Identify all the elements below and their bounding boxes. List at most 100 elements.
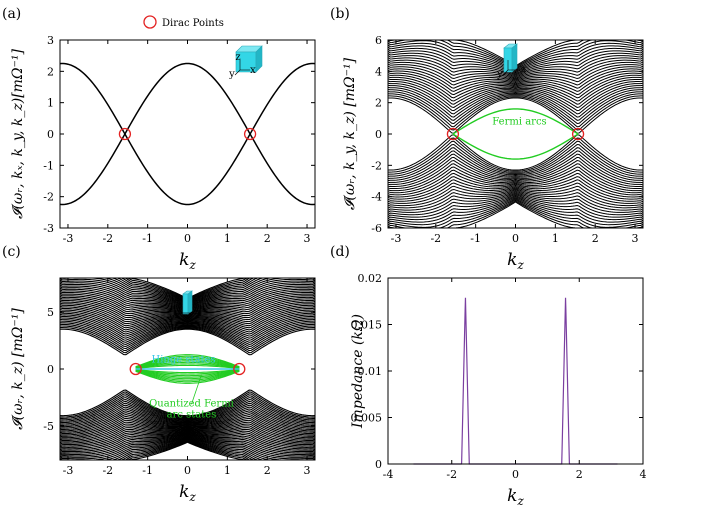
y-axis-title: 𝓘(ωᵣ, k_y, k_z) [mΩ⁻¹] (342, 57, 358, 210)
bulk-band-line (60, 406, 315, 429)
bulk-band-line (60, 427, 315, 445)
inset-axis-x: x (196, 308, 202, 319)
bulk-band-line (388, 201, 643, 228)
x-tick-label: 0 (512, 232, 519, 245)
bulk-band-line (388, 76, 643, 102)
inset-axis-x: x (250, 65, 256, 76)
x-tick-label: -3 (391, 232, 402, 245)
bulk-band-line (388, 52, 643, 76)
y-tick-label: 2 (375, 97, 382, 110)
x-tick-label: 2 (264, 464, 271, 477)
bulk-band-line (388, 84, 643, 115)
bulk-band-line (60, 433, 315, 455)
x-tick-label: 0 (512, 468, 519, 481)
x-tick-label: -1 (142, 232, 153, 245)
x-tick-label: -4 (383, 468, 394, 481)
inset-axis-y: y (228, 69, 235, 80)
bulk-band-line (60, 421, 315, 441)
plot-frame (387, 277, 644, 465)
bulk-band-line (60, 423, 315, 442)
annotation-pointer (191, 374, 202, 405)
inset-axis-x: x (521, 64, 527, 75)
bulk-band-line (388, 198, 643, 228)
bulk-band-line (388, 63, 643, 83)
bulk-band-line (388, 185, 643, 205)
bulk-band-line (388, 95, 643, 131)
plot-frame (59, 39, 316, 229)
bulk-band-line (60, 299, 315, 319)
bulk-band-line (60, 441, 315, 460)
bulk-band-line (388, 156, 643, 186)
y-tick-label: -6 (371, 222, 382, 235)
bulk-bands (388, 40, 643, 228)
quantized-arc-line (135, 355, 240, 368)
bulk-band-line (388, 140, 643, 175)
bulk-band-line (388, 61, 643, 80)
panel-label: (d) (330, 244, 350, 260)
bulk-band-line (60, 327, 315, 354)
bulk-band-line (60, 434, 315, 457)
bulk-band-line (388, 134, 643, 171)
band-line-0 (59, 62, 316, 206)
x-tick-label: -3 (63, 464, 74, 477)
bulk-band-line (60, 425, 315, 444)
band-line-1 (59, 62, 316, 206)
y-tick-label: 0.015 (351, 319, 383, 332)
bulk-band-line (388, 160, 643, 188)
dirac-point-marker (446, 127, 460, 141)
bulk-band-line (60, 439, 315, 460)
y-tick-label: -5 (43, 420, 54, 433)
bulk-band-line (60, 430, 315, 449)
x-tick-label: 3 (304, 464, 311, 477)
bulk-band-line (60, 417, 315, 438)
y-tick-label: 0 (375, 458, 382, 471)
x-tick-label: -2 (430, 232, 441, 245)
bulk-band-line (60, 302, 315, 323)
legend: Dirac Points (143, 15, 224, 29)
bulk-band-line (388, 193, 643, 218)
bulk-band-line (60, 397, 315, 422)
x-tick-label: 1 (552, 232, 559, 245)
bulk-band-line (60, 431, 315, 451)
bulk-band-line (388, 153, 643, 184)
panel-label: (c) (2, 244, 21, 260)
bulk-band-line (388, 195, 643, 223)
bulk-band-line (388, 192, 643, 216)
y-tick-label: 2 (47, 65, 54, 78)
bulk-band-line (388, 166, 643, 192)
impedance-line (413, 297, 618, 465)
bulk-band-line (60, 307, 315, 329)
bulk-band-line (388, 78, 643, 105)
x-tick-label: 1 (224, 464, 231, 477)
x-axis-title: kz (179, 482, 196, 504)
quantized-arc-line (135, 354, 240, 368)
bulk-band-line (60, 328, 315, 356)
bulk-band-line (60, 308, 315, 331)
bulk-band-line (388, 163, 643, 190)
quantized-arc-line (135, 370, 240, 383)
bulk-band-line (60, 318, 315, 343)
bulk-band-line (60, 432, 315, 454)
quantized-arc-line (135, 361, 240, 369)
quantized-arc-line (135, 370, 240, 380)
x-axis-title: kz (507, 486, 524, 508)
inset-axis-z: z (235, 52, 240, 63)
y-tick-label: -2 (43, 191, 54, 204)
x-tick-label: 1 (224, 232, 231, 245)
bulk-band-line (60, 436, 315, 460)
bulk-bands (60, 278, 315, 460)
bulk-band-line (388, 143, 643, 177)
bulk-band-line (388, 59, 643, 79)
quantized-arc-line (135, 364, 240, 369)
bulk-band-line (388, 172, 643, 197)
bulk-band-line (60, 400, 315, 425)
dirac-point-marker (118, 127, 132, 141)
bulk-band-line (388, 93, 643, 128)
panel-d: -4 -2 0 2 4 0 0.005 0.01 0.015 0.02 (d) kz Impedance… (330, 244, 647, 508)
bulk-band-line (388, 80, 643, 108)
y-tick-label: -1 (43, 159, 54, 172)
bulk-band-line (60, 435, 315, 459)
x-axis-title: kz (179, 250, 196, 272)
bulk-band-line (388, 196, 643, 226)
